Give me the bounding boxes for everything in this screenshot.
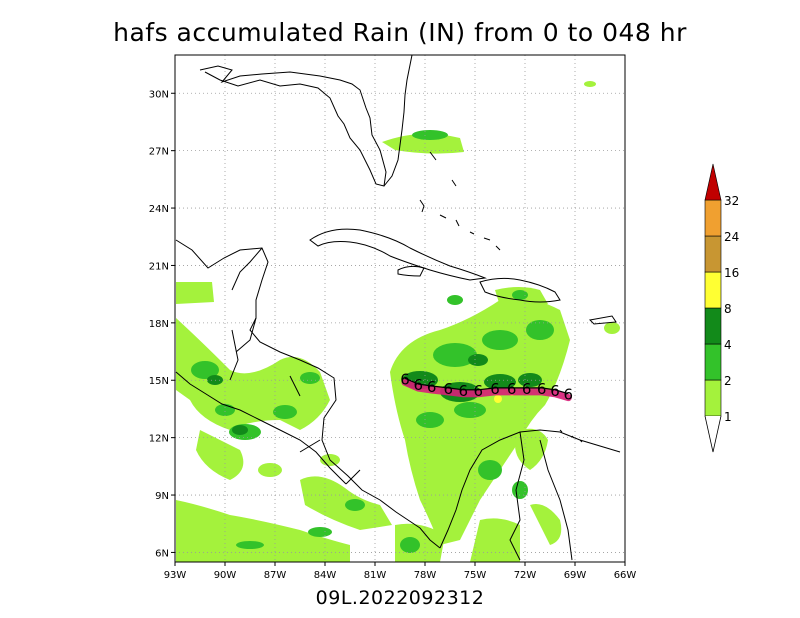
lon-label: 90W bbox=[214, 570, 237, 581]
lon-label: 72W bbox=[514, 570, 537, 581]
colorbar-segment-24 bbox=[704, 199, 722, 237]
storm-symbol-icon: 6 bbox=[427, 378, 437, 396]
colorbar: 1 2 4 8 16 24 32 bbox=[704, 163, 739, 453]
storm-symbol-icon: 6 bbox=[474, 382, 484, 400]
lon-label: 87W bbox=[264, 570, 287, 581]
storm-symbol-icon: 6 bbox=[400, 370, 410, 388]
run-identifier: 09L.2022092312 bbox=[315, 587, 485, 609]
lon-label: 84W bbox=[314, 570, 337, 581]
axis-labels: 93W 90W 87W 84W 81W 78W 75W 72W 69W 66W 6N 9N 12N 15N… bbox=[149, 89, 637, 581]
lon-label: 78W bbox=[414, 570, 437, 581]
storm-symbol-icon: 6 bbox=[550, 382, 560, 400]
track-line bbox=[404, 377, 569, 395]
lat-label: 9N bbox=[155, 491, 169, 502]
storm-symbol-icon: 6 bbox=[444, 380, 454, 398]
lon-label: 81W bbox=[364, 570, 387, 581]
lon-label: 75W bbox=[464, 570, 487, 581]
colorbar-label: 1 bbox=[724, 410, 732, 424]
storm-symbol-icon: 6 bbox=[537, 380, 547, 398]
colorbar-top-arrow bbox=[704, 163, 722, 201]
storm-symbol-icon: 6 bbox=[459, 382, 469, 400]
lat-label: 30N bbox=[149, 89, 169, 100]
coastlines bbox=[175, 55, 621, 561]
storm-symbol-icon: 6 bbox=[490, 380, 500, 398]
lon-label: 66W bbox=[614, 570, 637, 581]
map-title: hafs accumulated Rain (IN) from 0 to 048… bbox=[113, 18, 687, 47]
colorbar-label: 32 bbox=[724, 194, 739, 208]
lat-label: 6N bbox=[155, 548, 169, 559]
storm-symbol-icon: 6 bbox=[522, 380, 532, 398]
colorbar-segment-16 bbox=[704, 235, 722, 273]
colorbar-bottom-arrow bbox=[704, 415, 722, 453]
colorbar-label: 24 bbox=[724, 230, 739, 244]
lat-label: 21N bbox=[149, 261, 169, 272]
colorbar-segment-2 bbox=[704, 343, 722, 381]
colorbar-label: 4 bbox=[724, 338, 732, 352]
colorbar-label: 2 bbox=[724, 374, 732, 388]
colorbar-label: 16 bbox=[724, 266, 739, 280]
colorbar-label: 8 bbox=[724, 302, 732, 316]
lat-label: 27N bbox=[149, 147, 169, 158]
lat-lon-grid bbox=[175, 55, 625, 562]
map-background bbox=[175, 55, 625, 562]
storm-symbol-icon: 6 bbox=[564, 386, 574, 404]
rainfall-field bbox=[176, 81, 620, 562]
lat-label: 12N bbox=[149, 434, 169, 445]
colorbar-segment-4 bbox=[704, 307, 722, 345]
heavy-rain-band bbox=[401, 378, 572, 402]
storm-symbol-icon: 6 bbox=[414, 376, 424, 394]
lon-label: 93W bbox=[164, 570, 187, 581]
lon-label: 69W bbox=[564, 570, 587, 581]
map-frame bbox=[174, 54, 626, 563]
colorbar-segment-1 bbox=[704, 379, 722, 417]
lat-label: 24N bbox=[149, 204, 169, 215]
storm-symbol-icon: 6 bbox=[507, 380, 517, 398]
lat-label: 15N bbox=[149, 376, 169, 387]
lat-label: 18N bbox=[149, 319, 169, 330]
colorbar-segment-8 bbox=[704, 271, 722, 309]
